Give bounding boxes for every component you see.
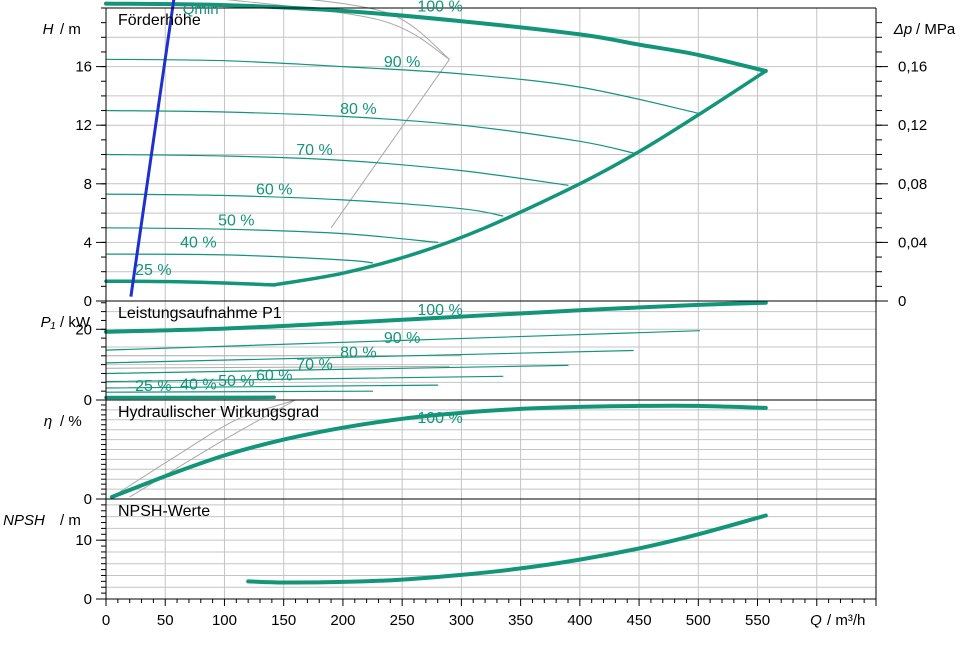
y-axis-var: NPSH bbox=[3, 512, 45, 529]
qmin-label: Qmin bbox=[183, 1, 219, 18]
speed-curve-label: 90 % bbox=[384, 54, 420, 71]
x-tick-label: 450 bbox=[627, 612, 652, 629]
x-tick-label: 200 bbox=[330, 612, 355, 629]
speed-curve-50-pct bbox=[106, 228, 438, 243]
y-axis-var: H bbox=[43, 21, 54, 38]
y-axis-unit: / m bbox=[60, 21, 81, 38]
speed-curve-label: 100 % bbox=[417, 302, 462, 319]
y-tick-label: 0 bbox=[84, 293, 92, 310]
x-tick-label: 250 bbox=[390, 612, 415, 629]
speed-curve-label: 25 % bbox=[135, 262, 171, 279]
speed-curve-label: 70 % bbox=[296, 142, 332, 159]
speed-curve-100-pct bbox=[248, 516, 766, 583]
speed-curve-label: 50 % bbox=[218, 212, 254, 229]
speed-curve-70-pct bbox=[106, 155, 568, 186]
y-tick-label: 0 bbox=[84, 491, 92, 508]
speed-curve-label: 80 % bbox=[340, 101, 376, 118]
panel-title: Hydraulischer Wirkungsgrad bbox=[118, 404, 319, 421]
speed-curve-label: 40 % bbox=[180, 376, 216, 393]
speed-curve-label: 50 % bbox=[218, 373, 254, 390]
speed-curve-label: 70 % bbox=[296, 356, 332, 373]
y-tick-label: 4 bbox=[84, 234, 92, 251]
right-axis-unit: / MPa bbox=[916, 21, 956, 38]
panel-title: Leistungsaufnahme P1 bbox=[118, 305, 282, 322]
y-tick-label: 0 bbox=[84, 591, 92, 608]
y-tick-label: 16 bbox=[75, 59, 92, 76]
y-axis-unit: / m bbox=[60, 512, 81, 529]
y-tick-label: 8 bbox=[84, 176, 92, 193]
y-axis-var: η bbox=[44, 413, 52, 430]
right-tick-label: 0,08 bbox=[898, 176, 927, 193]
curves bbox=[106, 0, 766, 583]
y-axis-unit: / % bbox=[60, 413, 82, 430]
speed-curve-label: 100 % bbox=[417, 0, 462, 16]
x-tick-label: 500 bbox=[686, 612, 711, 629]
panel-title: NPSH-Werte bbox=[118, 503, 210, 520]
speed-curve-label: 80 % bbox=[340, 344, 376, 361]
speed-curve-label: 90 % bbox=[384, 330, 420, 347]
x-tick-label: 550 bbox=[745, 612, 770, 629]
qmin-line bbox=[131, 0, 175, 297]
speed-curve-label: 60 % bbox=[256, 367, 292, 384]
right-axis-var: Δp bbox=[893, 21, 912, 38]
right-tick-label: 0 bbox=[898, 293, 906, 310]
right-tick-label: 0,12 bbox=[898, 117, 927, 134]
x-tick-label: 400 bbox=[567, 612, 592, 629]
panel-frames bbox=[106, 8, 876, 499]
x-axis-var: Q bbox=[810, 612, 822, 629]
x-tick-label: 0 bbox=[102, 612, 110, 629]
x-tick-label: 100 bbox=[212, 612, 237, 629]
x-tick-label: 350 bbox=[508, 612, 533, 629]
x-tick-label: 50 bbox=[157, 612, 174, 629]
y-axis-unit: / kW bbox=[60, 314, 91, 331]
x-tick-label: 300 bbox=[449, 612, 474, 629]
speed-curve-label: 40 % bbox=[180, 234, 216, 251]
right-tick-label: 0,16 bbox=[898, 59, 927, 76]
speed-curve-label: 100 % bbox=[417, 410, 462, 427]
x-tick-label: 150 bbox=[271, 612, 296, 629]
right-tick-label: 0,04 bbox=[898, 234, 927, 251]
y-axis-var: P₁ bbox=[41, 314, 56, 331]
y-tick-label: 12 bbox=[75, 117, 92, 134]
y-tick-label: 0 bbox=[84, 392, 92, 409]
speed-curve-label: 60 % bbox=[256, 182, 292, 199]
y-tick-label: 10 bbox=[75, 532, 92, 549]
speed-curve-label: 25 % bbox=[135, 378, 171, 395]
x-axis-unit: / m³/h bbox=[827, 612, 865, 629]
